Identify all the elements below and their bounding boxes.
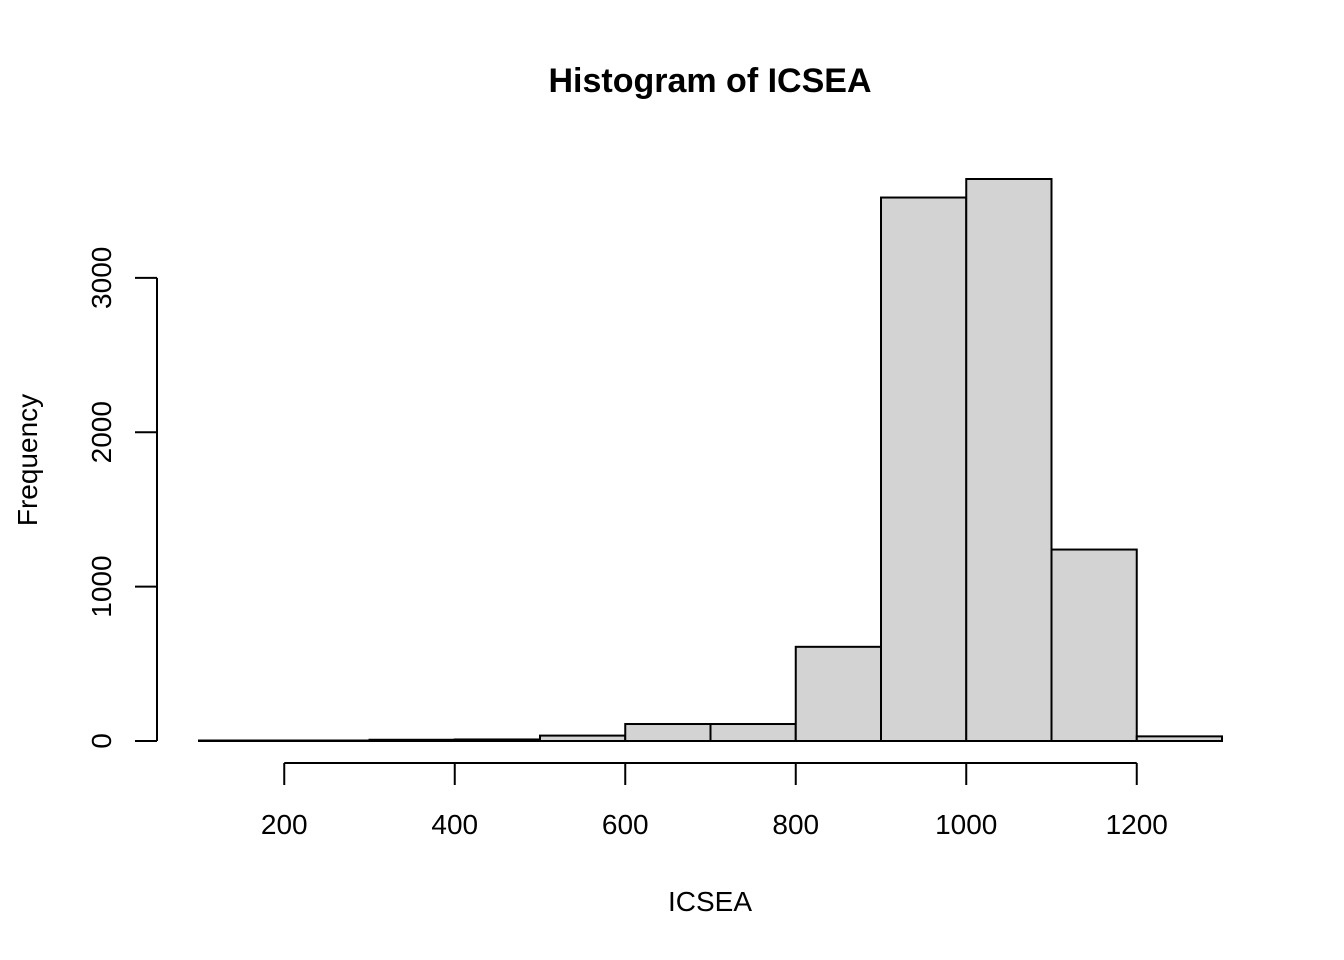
x-tick-label: 1200 [1106,809,1168,840]
histogram-bar-700-800 [709,723,797,742]
chart-title: Histogram of ICSEA [548,62,871,100]
histogram-bar-400-500 [453,738,541,743]
x-tick-label: 600 [602,809,649,840]
histogram-bar-1200-1300 [1135,735,1223,742]
x-tick-label: 800 [772,809,819,840]
y-axis-label: Frequency [12,394,43,526]
y-axis: 0 1000 2000 3000 [86,247,158,749]
y-tick-label: 3000 [86,247,117,309]
x-tick-label: 400 [431,809,478,840]
histogram-bar-1000-1100 [965,178,1053,742]
bars-group [198,178,1223,743]
x-tick-label: 1000 [935,809,997,840]
histogram-bar-100-200 [198,739,286,742]
y-tick-label: 0 [86,733,117,749]
x-axis-label: ICSEA [668,886,752,917]
histogram-bar-500-600 [539,734,627,742]
y-tick-label: 1000 [86,555,117,617]
histogram-bar-900-1000 [880,196,968,742]
x-tick-label: 200 [261,809,308,840]
histogram-bar-600-700 [624,723,712,742]
histogram-bar-800-900 [794,645,882,742]
y-tick-label: 2000 [86,401,117,463]
x-axis: 200 400 600 800 1000 1200 [261,762,1168,840]
histogram-bar-1100-1200 [1050,548,1138,742]
histogram-bar-300-400 [368,738,456,742]
histogram-bar-200-300 [283,739,371,742]
